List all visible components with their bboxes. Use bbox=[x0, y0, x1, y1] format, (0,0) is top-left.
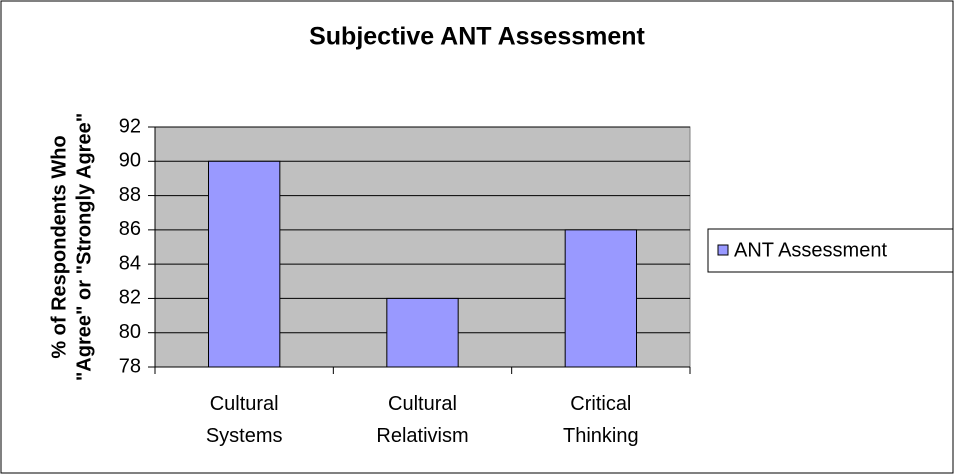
bar bbox=[564, 229, 638, 368]
x-tick-label: Critical Thinking bbox=[563, 393, 639, 447]
y-axis-label: % of Respondents Who "Agree" or "Strongl… bbox=[48, 113, 95, 381]
bar bbox=[386, 297, 459, 368]
y-tick-label: 88 bbox=[119, 184, 141, 206]
x-tick-label: Cultural Relativism bbox=[376, 393, 468, 447]
legend-box bbox=[707, 228, 954, 273]
y-tick-label: 84 bbox=[119, 252, 141, 274]
bar bbox=[208, 160, 281, 368]
legend-label: ANT Assessment bbox=[734, 239, 887, 261]
y-axis-label-line: "Agree" or "Strongly Agree" bbox=[73, 113, 95, 381]
y-axis-label-line: % of Respondents Who bbox=[48, 135, 70, 358]
y-tick-label: 90 bbox=[119, 150, 141, 172]
y-tick-label: 92 bbox=[119, 115, 141, 137]
x-tick-label: Cultural Systems bbox=[206, 393, 283, 447]
y-tick-label: 78 bbox=[119, 355, 141, 377]
y-tick-label: 82 bbox=[119, 287, 141, 309]
y-tick-label: 80 bbox=[119, 321, 141, 343]
chart-title: Subjective ANT Assessment bbox=[309, 23, 645, 51]
y-tick-label: 86 bbox=[119, 218, 141, 240]
legend-swatch bbox=[717, 244, 729, 256]
